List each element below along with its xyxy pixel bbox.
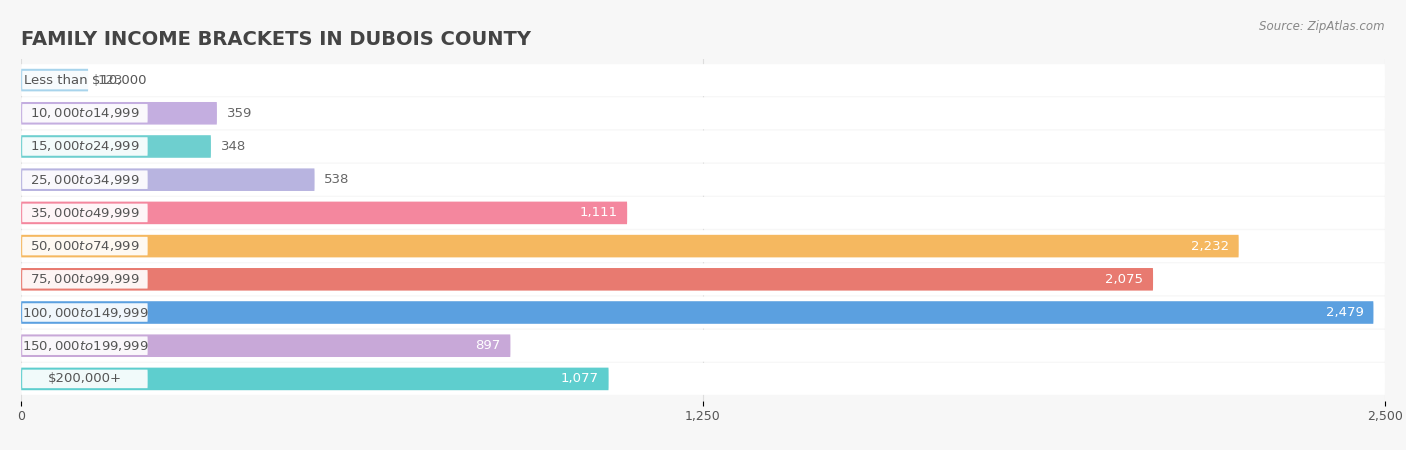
FancyBboxPatch shape	[22, 270, 148, 288]
FancyBboxPatch shape	[21, 130, 1385, 162]
FancyBboxPatch shape	[21, 334, 510, 357]
Text: $75,000 to $99,999: $75,000 to $99,999	[30, 272, 139, 286]
Text: 123: 123	[98, 74, 124, 86]
Text: $50,000 to $74,999: $50,000 to $74,999	[30, 239, 139, 253]
Text: 897: 897	[475, 339, 501, 352]
FancyBboxPatch shape	[21, 97, 1385, 129]
FancyBboxPatch shape	[21, 301, 1374, 324]
Text: 1,077: 1,077	[561, 373, 599, 385]
FancyBboxPatch shape	[21, 168, 315, 191]
FancyBboxPatch shape	[22, 137, 148, 156]
FancyBboxPatch shape	[21, 197, 1385, 229]
Text: $15,000 to $24,999: $15,000 to $24,999	[30, 140, 139, 153]
FancyBboxPatch shape	[21, 235, 1239, 257]
FancyBboxPatch shape	[21, 164, 1385, 196]
FancyBboxPatch shape	[22, 337, 148, 355]
FancyBboxPatch shape	[22, 71, 148, 90]
Text: 359: 359	[226, 107, 252, 120]
Text: Source: ZipAtlas.com: Source: ZipAtlas.com	[1260, 20, 1385, 33]
FancyBboxPatch shape	[21, 135, 211, 158]
FancyBboxPatch shape	[21, 297, 1385, 328]
Text: Less than $10,000: Less than $10,000	[24, 74, 146, 86]
Text: 538: 538	[325, 173, 350, 186]
FancyBboxPatch shape	[21, 102, 217, 125]
FancyBboxPatch shape	[22, 104, 148, 122]
FancyBboxPatch shape	[22, 303, 148, 322]
FancyBboxPatch shape	[21, 330, 1385, 362]
Text: $150,000 to $199,999: $150,000 to $199,999	[21, 339, 148, 353]
FancyBboxPatch shape	[21, 230, 1385, 262]
Text: FAMILY INCOME BRACKETS IN DUBOIS COUNTY: FAMILY INCOME BRACKETS IN DUBOIS COUNTY	[21, 30, 531, 49]
Text: 1,111: 1,111	[579, 207, 617, 220]
Text: $100,000 to $149,999: $100,000 to $149,999	[21, 306, 148, 320]
FancyBboxPatch shape	[21, 368, 609, 390]
FancyBboxPatch shape	[21, 202, 627, 224]
Text: $10,000 to $14,999: $10,000 to $14,999	[30, 106, 139, 120]
Text: 2,075: 2,075	[1105, 273, 1143, 286]
Text: 2,232: 2,232	[1191, 239, 1229, 252]
Text: $35,000 to $49,999: $35,000 to $49,999	[30, 206, 139, 220]
FancyBboxPatch shape	[21, 268, 1153, 291]
Text: $200,000+: $200,000+	[48, 373, 122, 385]
FancyBboxPatch shape	[22, 369, 148, 388]
FancyBboxPatch shape	[21, 69, 89, 91]
Text: 348: 348	[221, 140, 246, 153]
Text: 2,479: 2,479	[1326, 306, 1364, 319]
Text: $25,000 to $34,999: $25,000 to $34,999	[30, 173, 139, 187]
FancyBboxPatch shape	[21, 263, 1385, 295]
FancyBboxPatch shape	[22, 204, 148, 222]
FancyBboxPatch shape	[22, 237, 148, 255]
FancyBboxPatch shape	[21, 64, 1385, 96]
FancyBboxPatch shape	[21, 363, 1385, 395]
FancyBboxPatch shape	[22, 171, 148, 189]
